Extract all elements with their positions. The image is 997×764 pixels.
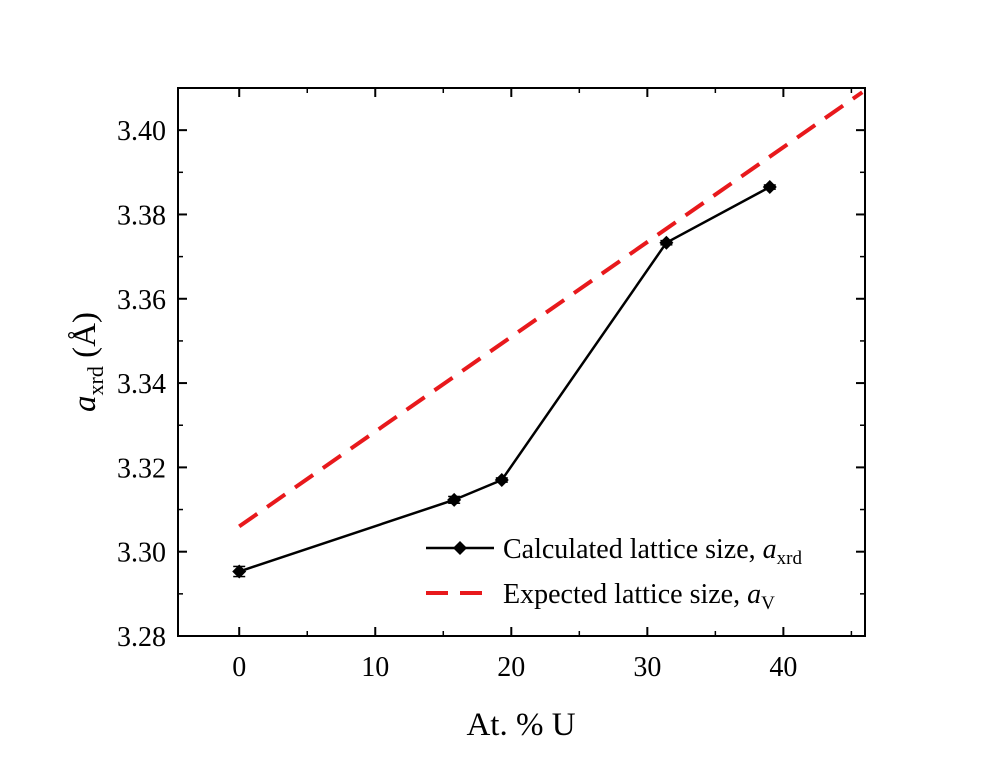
expected-lattice-line bbox=[238, 90, 864, 529]
x-axis-ticks: 0 10 20 30 40 bbox=[232, 88, 853, 683]
series-layer bbox=[232, 90, 864, 579]
x-tick-label: 30 bbox=[633, 652, 661, 683]
y-axis-label-unit: (Å) bbox=[66, 312, 103, 366]
legend-label-expected: Expected lattice size, aV bbox=[503, 579, 775, 614]
y-tick-label: 3.38 bbox=[117, 200, 166, 231]
legend: Calculated lattice size, axrd Expected l… bbox=[426, 534, 802, 614]
x-tick-label: 10 bbox=[361, 652, 389, 683]
y-tick-label: 3.40 bbox=[117, 116, 166, 147]
data-point-diamond bbox=[762, 180, 777, 195]
x-tick-label: 0 bbox=[232, 652, 246, 683]
y-axis-ticks: 3.28 3.30 3.32 3.34 3.36 3.38 3.40 bbox=[117, 87, 865, 653]
x-axis-label: At. % U bbox=[466, 707, 575, 743]
x-tick-label: 20 bbox=[497, 652, 525, 683]
y-tick-label: 3.30 bbox=[117, 538, 166, 569]
y-axis-label: axrd (Å) bbox=[66, 312, 108, 412]
y-axis-label-sub: xrd bbox=[83, 366, 108, 395]
y-tick-label: 3.36 bbox=[117, 285, 166, 316]
plot-frame bbox=[177, 87, 866, 637]
data-point-diamond bbox=[232, 564, 247, 579]
y-tick-label: 3.32 bbox=[117, 453, 166, 484]
y-tick-label: 3.34 bbox=[117, 369, 166, 400]
data-point-diamond bbox=[659, 235, 674, 250]
y-tick-label: 3.28 bbox=[117, 622, 166, 653]
data-point-diamond bbox=[447, 492, 462, 507]
legend-label-calculated: Calculated lattice size, axrd bbox=[503, 534, 802, 569]
y-axis-label-var: a bbox=[67, 395, 103, 412]
data-point-diamond bbox=[494, 473, 509, 488]
legend-marker-calculated bbox=[453, 541, 467, 555]
calculated-lattice-line bbox=[238, 185, 771, 573]
x-tick-label: 40 bbox=[769, 652, 797, 683]
